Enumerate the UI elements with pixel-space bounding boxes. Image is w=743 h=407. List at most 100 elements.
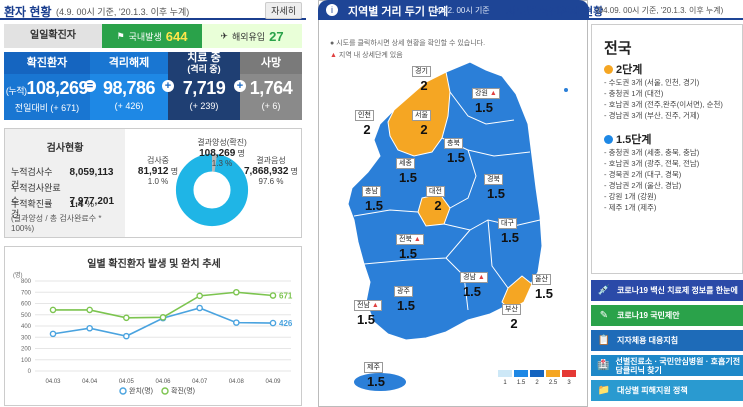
y-tick-label: 800 [21,279,32,285]
map-note-line1: ● 시도를 클릭하시면 상세 현황을 확인할 수 있습니다. [330,38,485,50]
testing-status: 검사현황 누적검사수 8,059,113 건 누적검사완료수 7,977,201… [4,128,302,238]
legend-swatch [562,370,576,377]
region-name: 대구 [501,220,514,227]
deaths-value: 1,764 [249,78,293,98]
import-box: ✈ 해외유입 27 [202,24,302,48]
warning-icon: ▲ [330,52,337,59]
legend-confirmed-label: 확진(명) [171,386,195,395]
region-level-value: 1.5 [446,150,466,165]
y-tick-label: 100 [21,358,32,364]
testing-row-value: 8,059,113 [69,167,114,178]
data-point [269,292,277,299]
negative-pct: 97.6 % [258,177,284,186]
y-tick-label: 300 [21,335,32,341]
import-label: 해외유입 [231,31,266,42]
y-tick-label: 500 [21,313,32,319]
end-value-label: 426 [279,319,293,328]
region-name-label[interactable]: 부산 [502,304,521,315]
series-line [52,307,274,337]
warning-icon: ▲ [487,90,497,97]
quick-link-button[interactable]: 📋 지자체용 대응지침 [591,330,743,351]
region-name-label[interactable]: 경남 ▲ [460,272,488,283]
info-dot-icon: ● [330,40,335,47]
busan-region[interactable] [501,275,533,311]
domestic-box: ⚑ 국내발생 644 [102,24,202,48]
region-name-label[interactable]: 충남 [362,186,381,197]
level2-heading: 2단계 [604,61,642,77]
confirmed-delta: 전일대비 (+ 671) [14,103,80,113]
legend-label: 2 [535,380,539,386]
region-name-label[interactable]: 울산 [532,274,551,285]
region-name-label[interactable]: 전북 ▲ [396,234,424,245]
region-name-label[interactable]: 서울 [412,110,431,121]
confirmed-value: 108,269 [26,78,89,98]
region-level-value: 1.5 [398,246,418,261]
patient-status-panel: 환자 현황 (4.9. 00시 기준, '20.1.3. 이후 누계) 자세히 … [0,0,306,407]
y-unit-label: (명) [13,271,23,279]
quick-link-button[interactable]: 🏥 선별진료소 · 국민안심병원 · 호흡기전담클리닉 찾기 [591,355,743,376]
level-item: - 강원 1개 (강원) [604,192,657,201]
detail-button[interactable]: 자세히 [265,2,302,19]
legend-label: 1 [503,380,507,386]
testing-row-unit: 건 [11,180,20,190]
released-delta: (+ 426) [114,101,144,111]
patient-status-header: 환자 현황 (4.9. 00시 기준, '20.1.3. 이후 누계) 자세히 [0,0,306,20]
region-name-label[interactable]: 경북 [484,174,503,185]
jeju-region[interactable] [354,373,406,391]
region-name-label[interactable]: 대구 [498,218,517,229]
data-point [49,306,57,314]
region-name: 부산 [505,306,518,313]
legend-swatch [546,370,560,377]
region-name-label[interactable]: 제주 [364,362,383,373]
x-tick-label: 04.03 [45,379,61,385]
level15-dot-icon [604,135,613,144]
level-item: - 충청권 1개 (대전) [604,89,664,98]
x-tick-label: 04.06 [155,379,171,385]
legend-label: 3 [567,380,571,386]
data-point [233,288,240,296]
equals-icon: = [84,80,96,92]
trend-chart-box: 일별 확진환자 발생 및 완치 추세 (명) 0 100 200 300 400 500 60… [4,246,302,406]
testing-row: 누적확진률 1.4 % [11,197,123,210]
quick-link-button[interactable]: ✎ 코로나19 국민제안 [591,305,743,326]
region-level-value: 2 [363,122,371,137]
region-level-value: 1.5 [462,284,482,299]
released-value: 98,786 [102,78,156,98]
negative-label: 결과음성 [256,156,286,165]
region-name-label[interactable]: 광주 [394,286,413,297]
region-level-value: 1.5 [396,298,416,313]
region-name-label[interactable]: 충북 [444,138,463,149]
released-stat: 격리해제 98,786 (+ 426) [90,52,168,120]
region-name-label[interactable]: 경기 [412,66,431,77]
region-name: 강원 [475,90,488,97]
national-title: 전국 [604,40,632,57]
level15-label: 1.5단계 [616,134,652,146]
positive-unit: 명 [237,149,245,158]
daily-label: 일일확진자 [4,24,102,48]
legend-confirmed-marker [161,387,169,395]
region-name-label[interactable]: 대전 [426,186,445,197]
map-header: i 지역별 거리 두기 단계 04.02. 00시 기준 [318,0,589,20]
stats-row: 확진환자 (누적)108,269 전일대비 (+ 671) = 격리해제 98,… [4,52,302,120]
map-note1: 시도를 클릭하시면 상세 현황을 확인할 수 있습니다. [336,40,486,47]
warning-icon: ▲ [475,274,485,281]
quick-link-button[interactable]: 📁 대상별 피해지원 정책 [591,380,743,401]
legend-swatch [530,370,544,377]
region-name-label[interactable]: 전남 ▲ [354,300,382,311]
data-point [269,319,277,327]
testing-label-block: 검사중 81,912 명 1.0 % [133,155,183,186]
region-name-label[interactable]: 세종 [396,158,415,169]
negative-unit: 명 [290,167,299,176]
border-line [353,209,419,217]
region-name-label[interactable]: 인천 [355,110,374,121]
quick-link-button[interactable]: 💉 코로나19 백신 치료제 정보를 한눈에 [591,280,743,301]
x-tick-label: 04.05 [119,379,135,385]
treating-stat: 치료 중 (격리 중) 7,719 (+ 239) [168,52,240,120]
y-tick-label: 400 [21,324,32,330]
data-point [123,332,130,340]
quick-link-label: 코로나19 국민제안 [617,311,680,320]
region-name-label[interactable]: 강원 ▲ [472,88,500,99]
quick-link-label: 선별진료소 · 국민안심병원 · 호흡기전담클리닉 찾기 [615,356,741,375]
treating-label2: (격리 중) [187,64,221,74]
testing-row: 누적검사수 8,059,113 건 [11,165,123,191]
